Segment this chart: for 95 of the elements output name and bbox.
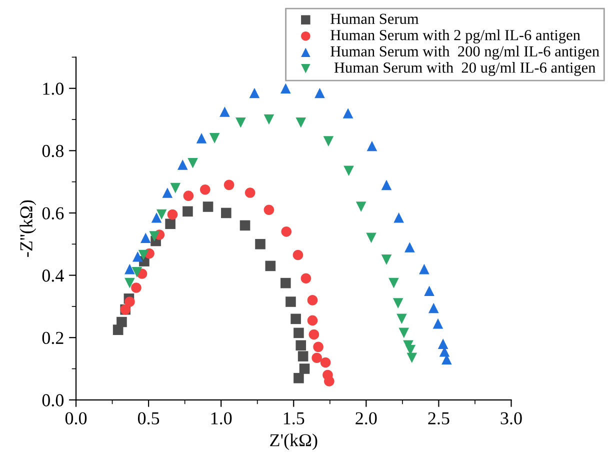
point bbox=[264, 114, 274, 125]
x-tick-label: 0.5 bbox=[138, 412, 160, 424]
point bbox=[356, 202, 366, 212]
x-axis-title: Z'(kΩ) bbox=[270, 434, 318, 450]
point bbox=[236, 117, 246, 128]
point bbox=[388, 278, 399, 288]
point bbox=[151, 212, 162, 223]
point bbox=[265, 260, 276, 272]
point bbox=[264, 204, 274, 216]
point bbox=[202, 202, 214, 212]
point bbox=[366, 140, 378, 152]
point bbox=[292, 250, 304, 260]
point bbox=[406, 352, 418, 363]
point bbox=[182, 206, 193, 217]
point bbox=[280, 278, 291, 288]
point bbox=[140, 232, 151, 244]
point bbox=[124, 296, 135, 307]
x-tick-label: 1.0 bbox=[211, 412, 232, 424]
point bbox=[432, 318, 444, 329]
y-tick-label: 0.8 bbox=[42, 144, 64, 158]
point bbox=[131, 282, 142, 293]
point bbox=[424, 286, 434, 296]
x-tick-label: 0.0 bbox=[65, 412, 87, 424]
point bbox=[177, 160, 188, 170]
point bbox=[138, 250, 149, 260]
point bbox=[183, 190, 194, 201]
x-tick-label: 1.5 bbox=[284, 412, 304, 424]
point bbox=[296, 117, 306, 128]
x-tick-label: 2.5 bbox=[428, 412, 450, 424]
y-axis-title: -Z''(kΩ) bbox=[20, 200, 36, 257]
point bbox=[281, 226, 292, 237]
point bbox=[149, 231, 160, 242]
point bbox=[280, 83, 291, 94]
point bbox=[224, 180, 234, 190]
point bbox=[298, 351, 308, 362]
point bbox=[209, 133, 220, 144]
point bbox=[312, 352, 322, 363]
point bbox=[294, 372, 304, 384]
point bbox=[221, 208, 232, 218]
point bbox=[244, 188, 256, 198]
x-tick-label: 2.0 bbox=[356, 412, 377, 424]
point bbox=[156, 209, 167, 220]
point bbox=[299, 364, 310, 374]
point bbox=[366, 232, 376, 244]
point bbox=[394, 212, 404, 223]
point bbox=[249, 88, 260, 98]
y-tick-label: 0.4 bbox=[42, 270, 64, 282]
y-tick-label: 0.6 bbox=[42, 207, 64, 220]
point bbox=[428, 302, 439, 314]
point bbox=[344, 166, 354, 176]
x-tick-label: 3.0 bbox=[500, 412, 522, 424]
point bbox=[438, 338, 448, 349]
point bbox=[116, 316, 127, 328]
point bbox=[170, 182, 181, 194]
point bbox=[124, 278, 135, 288]
point bbox=[313, 342, 324, 352]
point bbox=[296, 340, 306, 351]
point bbox=[392, 298, 404, 308]
point bbox=[381, 180, 392, 190]
point bbox=[396, 314, 407, 324]
y-tick-label: 0.2 bbox=[42, 332, 64, 344]
point bbox=[255, 238, 266, 250]
legend-label: Human Serum bbox=[330, 14, 419, 24]
point bbox=[307, 315, 318, 326]
point bbox=[167, 209, 178, 220]
point bbox=[398, 328, 410, 338]
point bbox=[286, 296, 296, 307]
point bbox=[132, 267, 142, 278]
point bbox=[188, 158, 198, 168]
point bbox=[342, 108, 354, 118]
point bbox=[307, 295, 318, 306]
point bbox=[294, 328, 304, 338]
legend-label: Human Serum with 2 pg/ml IL-6 antigen bbox=[330, 29, 580, 44]
point bbox=[308, 329, 320, 340]
point bbox=[324, 376, 334, 386]
point bbox=[381, 254, 392, 265]
point bbox=[314, 88, 325, 98]
legend-label: Human Serum with 20 ug/ml IL-6 antigen bbox=[334, 62, 596, 76]
point bbox=[323, 136, 334, 146]
point bbox=[200, 184, 210, 195]
y-tick-label: 1.0 bbox=[43, 82, 64, 95]
point bbox=[220, 106, 230, 117]
point bbox=[196, 133, 207, 144]
legend-label: Human Serum with 200 ng/ml IL-6 antigen bbox=[330, 46, 600, 60]
point bbox=[240, 220, 250, 231]
point bbox=[132, 251, 143, 262]
point bbox=[404, 242, 415, 252]
y-tick-label: 0.0 bbox=[42, 394, 64, 406]
point bbox=[165, 218, 176, 230]
point bbox=[290, 314, 301, 324]
point bbox=[124, 264, 135, 274]
point bbox=[300, 273, 312, 284]
point bbox=[419, 264, 430, 274]
point bbox=[162, 188, 173, 198]
point bbox=[320, 357, 331, 368]
